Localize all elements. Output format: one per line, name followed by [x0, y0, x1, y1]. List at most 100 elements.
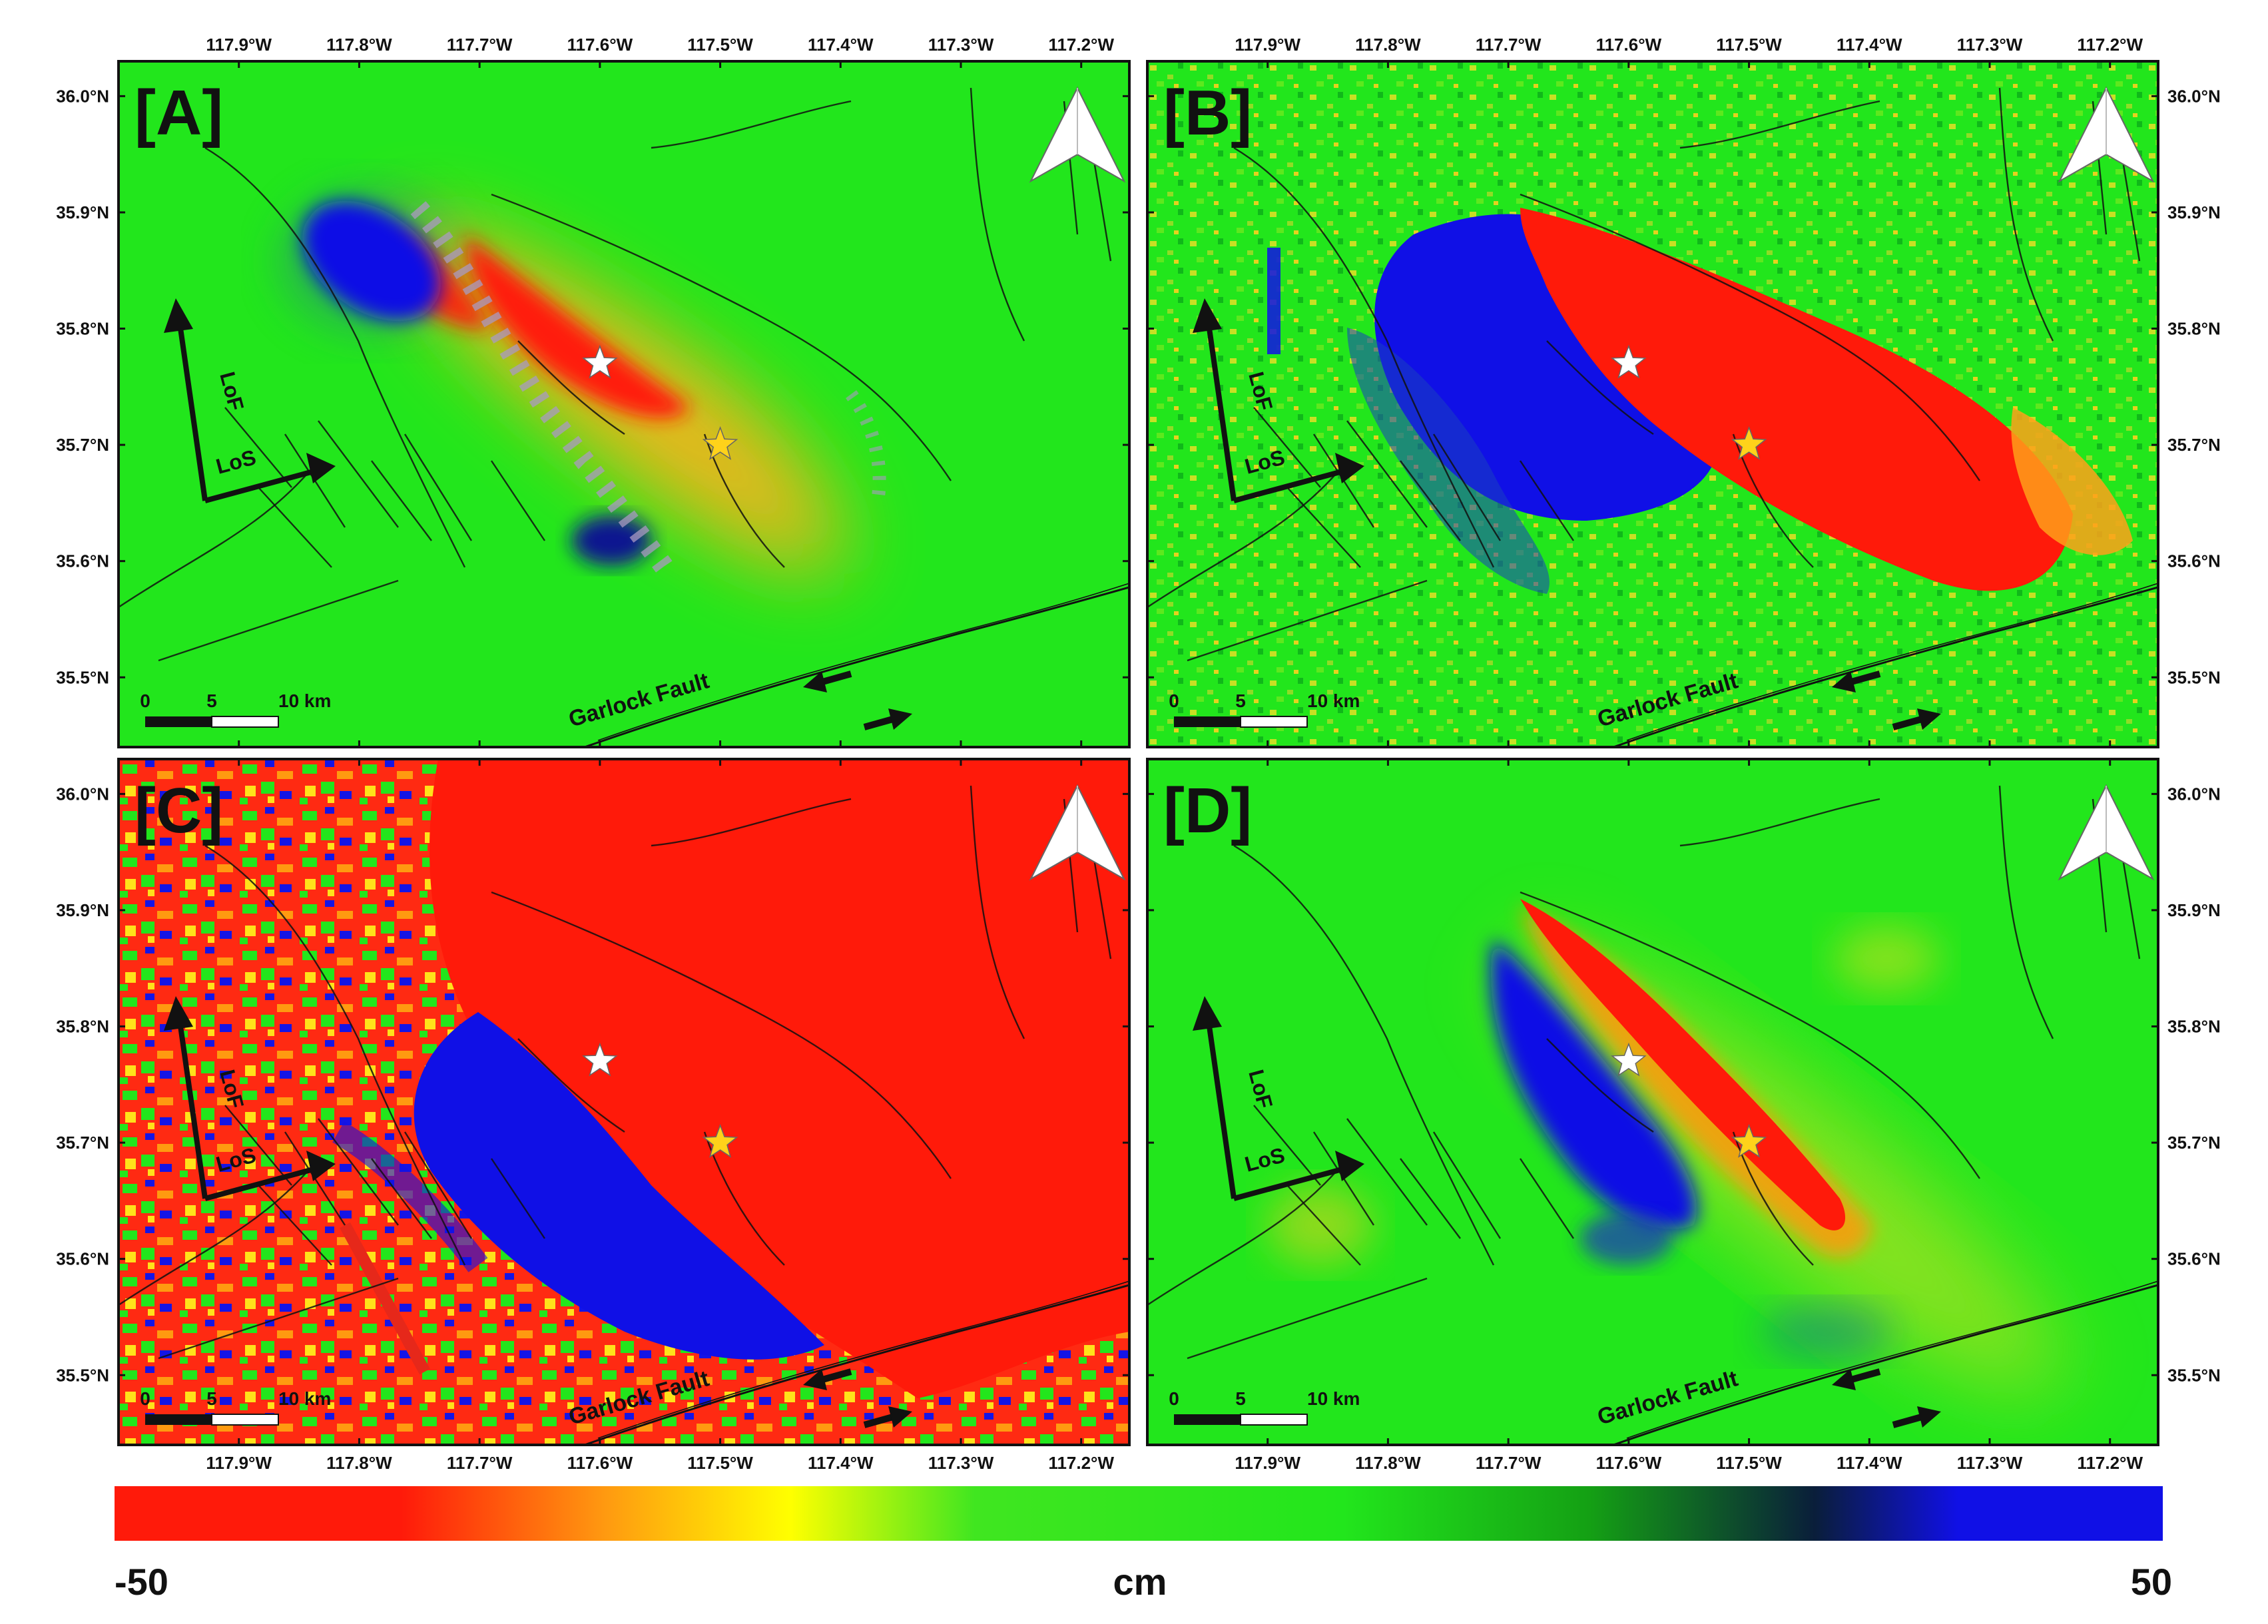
lat-tick-right: 35.8°N — [2167, 1017, 2221, 1037]
fault-trace — [1626, 1280, 2158, 1439]
north-arrow-icon — [1029, 86, 1126, 183]
lat-tick-left: 35.6°N — [56, 551, 109, 571]
slip-arrow-head — [1917, 708, 1941, 730]
lon-tick-bottom: 117.2°W — [2077, 1453, 2143, 1473]
lon-tick-top: 117.7°W — [447, 35, 513, 55]
fault-trace — [1346, 420, 1428, 528]
lon-tick-top: 117.3°W — [1957, 35, 2023, 55]
scale-bar: 0 5 10 km — [1169, 1388, 1360, 1426]
lon-tick-bottom: 117.3°W — [928, 1453, 994, 1473]
fault-trace — [258, 1185, 332, 1266]
fault-trace — [491, 891, 952, 1179]
epicenter-white-star — [582, 344, 618, 379]
fault-trace — [1679, 798, 1880, 847]
lat-tick-left: 35.9°N — [56, 900, 109, 920]
fault-trace — [204, 844, 466, 1266]
lat-tick-left: 35.7°N — [56, 435, 109, 455]
lon-tick-top: 117.2°W — [1048, 35, 1114, 55]
lat-tick-left: 35.8°N — [56, 1017, 109, 1037]
lat-tick-left: 35.9°N — [56, 202, 109, 222]
fault-trace — [651, 798, 852, 847]
lat-tick-left: 35.5°N — [56, 1365, 109, 1385]
epicenter-yellow-star — [1731, 1123, 1767, 1158]
fault-trace — [703, 1131, 785, 1266]
fault-trace — [1998, 785, 2054, 1039]
scale-bar-label: 5 — [1235, 690, 1246, 711]
colorbar-min-label: -50 — [115, 1561, 168, 1603]
panel-frame — [1146, 60, 2159, 748]
lon-tick-bottom: 117.3°W — [1957, 1453, 2023, 1473]
fault-trace — [1520, 193, 1980, 481]
fault-trace — [158, 1277, 399, 1360]
fault-trace — [1998, 87, 2054, 342]
lon-tick-top: 117.6°W — [1596, 35, 1662, 55]
fault-trace — [1346, 1118, 1428, 1226]
fault-trace — [1520, 460, 1574, 541]
fault-trace — [1286, 487, 1361, 568]
fault-traces — [1147, 785, 2158, 1445]
panel-frame — [117, 60, 1131, 748]
lat-tick-right: 35.5°N — [2167, 667, 2221, 687]
lat-tick-right: 35.8°N — [2167, 319, 2221, 339]
epicenter-yellow-star — [702, 1123, 738, 1158]
panel-label-c: [C] — [135, 775, 223, 846]
fault-trace — [1187, 1277, 1428, 1360]
slip-arrow-head — [1832, 671, 1856, 692]
fault-traces — [119, 87, 1129, 747]
lat-tick-right: 35.7°N — [2167, 1133, 2221, 1153]
slip-arrow-head — [803, 671, 827, 692]
epicenter-yellow-star — [702, 425, 738, 460]
slip-arrow-head — [888, 1406, 912, 1428]
scale-bar-label: 0 — [1169, 690, 1179, 711]
scale-bar-label: 5 — [206, 1388, 217, 1409]
lon-tick-bottom: 117.8°W — [1355, 1453, 1421, 1473]
fault-trace — [1400, 460, 1461, 541]
scale-bar: 0 5 10 km — [140, 690, 331, 728]
fault-trace — [1732, 1131, 1814, 1266]
fault-trace — [491, 193, 952, 481]
north-arrow-icon — [2058, 784, 2155, 881]
panel-frame — [117, 758, 1131, 1446]
scale-bar-label: 10 km — [278, 1388, 331, 1409]
lon-tick-top: 117.8°W — [1355, 35, 1421, 55]
lon-tick-top: 117.2°W — [2077, 35, 2143, 55]
fault-trace — [1520, 891, 1980, 1179]
fault-trace — [1233, 146, 1495, 568]
fault-trace — [1546, 340, 1654, 435]
fault-trace — [1233, 844, 1495, 1266]
lat-tick-right: 35.6°N — [2167, 1249, 2221, 1269]
garlock-fault-trace — [584, 586, 1129, 747]
fault-trace — [258, 487, 332, 568]
lon-tick-top: 117.4°W — [808, 35, 874, 55]
scale-bar-label: 5 — [1235, 1388, 1246, 1409]
lon-tick-bottom: 117.9°W — [1235, 1453, 1300, 1473]
lon-tick-top: 117.5°W — [687, 35, 753, 55]
lon-tick-top: 117.4°W — [1837, 35, 1902, 55]
lon-tick-top: 117.9°W — [1235, 35, 1300, 55]
fault-trace — [517, 1038, 625, 1133]
fault-trace — [119, 460, 319, 608]
fault-trace — [224, 1105, 292, 1186]
scale-bar-label: 0 — [1169, 1388, 1179, 1409]
fault-trace — [491, 1158, 545, 1239]
lat-tick-right: 35.9°N — [2167, 202, 2221, 222]
fault-trace — [1400, 1158, 1461, 1239]
fault-trace — [597, 1280, 1129, 1439]
colorbar-unit-label: cm — [1113, 1561, 1167, 1603]
fault-trace — [1732, 433, 1814, 568]
fault-trace — [1147, 460, 1348, 608]
epicenter-white-star — [1611, 1042, 1647, 1077]
lon-tick-bottom: 117.6°W — [567, 1453, 633, 1473]
garlock-fault-trace — [584, 1284, 1129, 1445]
lon-tick-bottom: 117.5°W — [1716, 1453, 1782, 1473]
scale-bar: 0 5 10 km — [1169, 690, 1360, 728]
fault-trace — [404, 433, 473, 541]
lon-tick-top: 117.6°W — [567, 35, 633, 55]
fault-trace — [1187, 579, 1428, 662]
slip-arrow-head — [1917, 1406, 1941, 1428]
